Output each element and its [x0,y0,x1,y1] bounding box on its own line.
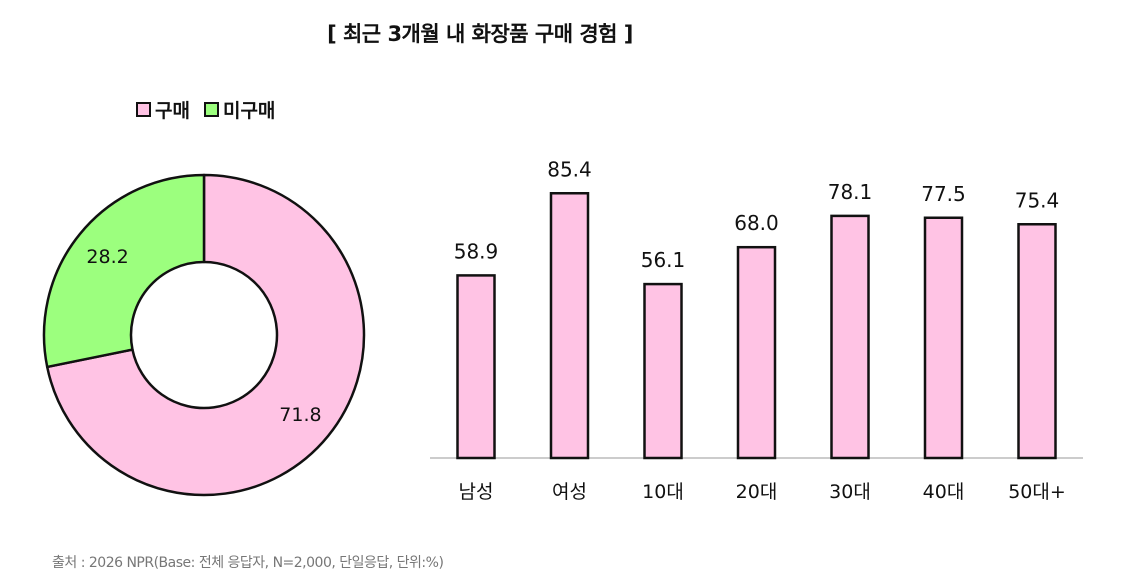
bar-2 [643,282,683,460]
bar-4 [830,214,870,460]
bar-6 [1017,223,1057,460]
category-label-0: 남성 [459,481,494,503]
bar-value-label-5: 77.5 [921,182,966,206]
category-label-6: 50대+ [1008,481,1066,503]
bar-value-label-0: 58.9 [454,239,499,263]
donut-value-label-1: 28.2 [86,246,128,268]
bar-value-label-1: 85.4 [547,157,592,181]
category-label-3: 20대 [736,481,778,503]
bar-value-label-6: 75.4 [1015,188,1060,212]
bar-0 [456,274,496,460]
bar-value-label-2: 56.1 [641,248,686,272]
legend-swatch-purchase [136,102,151,117]
legend-label-no-purchase: 미구매 [222,100,276,122]
category-label-2: 10대 [642,481,684,503]
source-note: 출처 : 2026 NPR(Base: 전체 응답자, N=2,000, 단일응… [52,555,444,571]
chart-title: [ 최근 3개월 내 화장품 구매 경험 ] [327,22,633,46]
donut-value-label-0: 71.8 [279,404,321,426]
donut-slice-0 [45,173,366,497]
category-label-5: 40대 [923,481,965,503]
legend-item-purchase: 구매 [136,96,190,123]
bar-chart: 58.9 남성 85.4 여성 56.1 10대 68.0 20대 78.1 30대 77.5 40대… [430,157,1083,503]
bar-value-label-3: 68.0 [734,211,779,235]
bar-5 [923,216,964,460]
donut-slice-1 [42,173,206,369]
legend: 구매 미구매 [136,96,289,123]
legend-swatch-no-purchase [203,102,219,117]
category-label-4: 30대 [829,481,871,503]
bar-1 [549,192,590,460]
legend-item-no-purchase: 미구매 [203,96,276,123]
donut-chart: 71.8 28.2 [42,173,366,497]
bar-value-label-4: 78.1 [828,180,873,204]
bar-3 [736,245,777,460]
legend-label-purchase: 구매 [155,100,190,122]
category-label-1: 여성 [552,481,587,503]
